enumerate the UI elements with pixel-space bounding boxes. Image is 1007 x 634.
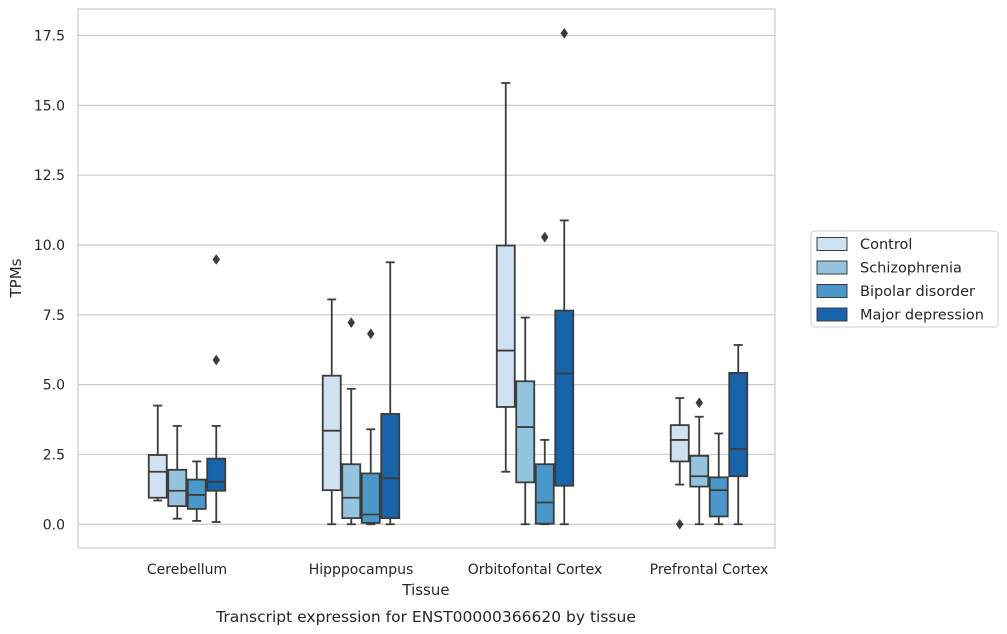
box [515, 316, 536, 526]
y-tick-label: 0.0 [43, 517, 65, 533]
legend-swatch [816, 284, 848, 298]
box-body [554, 309, 575, 487]
box-body [669, 424, 690, 463]
y-tick-label: 10.0 [34, 238, 65, 254]
gridlines [78, 34, 775, 525]
box [186, 460, 207, 522]
box [360, 328, 381, 526]
box-body [495, 244, 516, 408]
box-body [167, 468, 188, 508]
box-body [689, 454, 710, 488]
x-tick-label: Orbitofontal Cortex [468, 562, 603, 578]
box [341, 317, 362, 526]
box [728, 344, 749, 526]
box-body [728, 371, 749, 478]
legend-label: Control [860, 237, 912, 253]
box-body [360, 472, 381, 524]
outlier-point [675, 518, 684, 530]
legend-swatch [816, 237, 848, 251]
x-tick-label: Prefrontal Cortex [650, 562, 769, 578]
box-body [147, 454, 168, 499]
legend-swatch [816, 260, 848, 275]
box-body [534, 463, 555, 525]
outlier-point [212, 254, 221, 265]
outlier-point [695, 397, 704, 409]
box [321, 298, 342, 526]
x-tick-label: Hipppocampus [309, 562, 414, 578]
box [206, 254, 227, 523]
box-plot-marks [147, 27, 749, 530]
box [495, 82, 516, 473]
legend-label: Major depression [860, 308, 984, 324]
x-tick-labels: Cerebellum Hipppocampus Orbitofontal Corte… [147, 562, 768, 578]
legend-frame [810, 230, 999, 328]
box [380, 261, 401, 526]
x-tick-label: Cerebellum [147, 562, 227, 578]
outlier-point [212, 354, 221, 366]
outlier-point [366, 328, 375, 340]
outlier-point [347, 317, 356, 329]
figure-caption: Transcript expression for ENST0000036662… [215, 608, 636, 626]
x-axis-title: Tissue [401, 581, 449, 599]
legend: Control Schizophrenia Bipolar disorder Majo… [810, 230, 999, 328]
outlier-point [540, 231, 549, 243]
y-tick-label: 17.5 [34, 29, 65, 45]
legend-swatch [816, 307, 848, 322]
y-tick-labels: 0.0 2.5 5.0 7.5 10.0 12.5 15.0 17.5 [34, 29, 65, 534]
plot-frame [77, 8, 776, 549]
box [147, 404, 168, 502]
box-body [708, 476, 729, 518]
box-body [515, 380, 536, 484]
y-tick-label: 15.0 [34, 98, 65, 114]
y-tick-label: 2.5 [43, 447, 65, 463]
y-tick-label: 12.5 [34, 168, 65, 184]
box-body [206, 457, 227, 492]
box-body [341, 463, 362, 520]
legend-label: Bipolar disorder [860, 284, 975, 300]
box-body [380, 413, 401, 520]
y-tick-label: 5.0 [43, 378, 65, 394]
box [534, 231, 555, 526]
y-axis-title: TPMs [7, 258, 25, 298]
box [669, 397, 690, 530]
outlier-point [560, 27, 569, 39]
box [708, 432, 729, 526]
box [554, 27, 575, 526]
y-tick-label: 7.5 [43, 308, 65, 324]
box [167, 425, 188, 520]
legend-label: Schizophrenia [860, 261, 962, 277]
box-body [321, 374, 342, 492]
box [689, 397, 710, 526]
